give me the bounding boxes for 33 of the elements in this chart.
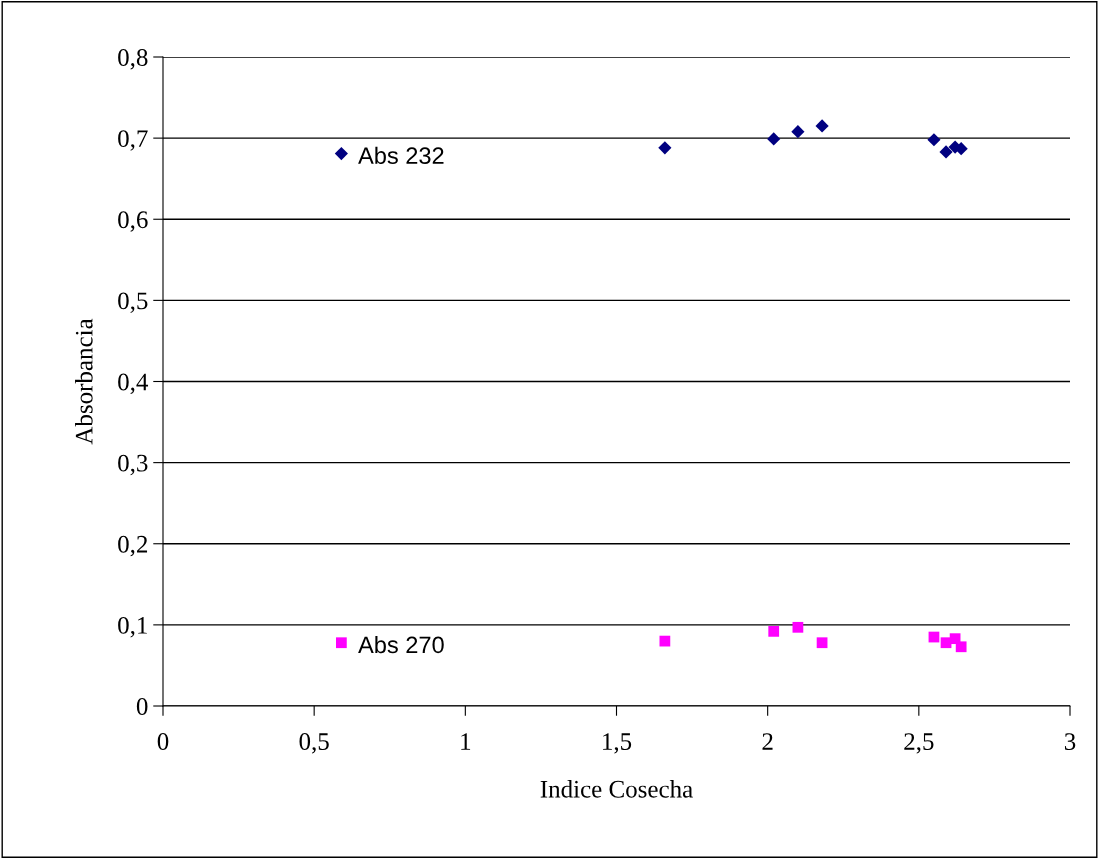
series-label: Abs 232 — [358, 146, 444, 165]
point — [658, 141, 672, 155]
y-tick-label: 0,6 — [118, 211, 148, 232]
y-tick-label: 0,2 — [118, 535, 148, 557]
point — [767, 132, 781, 146]
y-tick-label: 0,7 — [118, 130, 148, 151]
point — [334, 146, 348, 161]
point — [939, 145, 953, 159]
x-axis-title: Indice Cosecha — [540, 780, 693, 798]
point — [659, 635, 671, 647]
y-axis-title: Absorbancia — [75, 318, 93, 445]
y-tick-label: 0 — [136, 698, 148, 715]
point — [927, 133, 941, 147]
y-tick-label: 0,1 — [118, 616, 147, 638]
x-tick-label: 0,5 — [299, 733, 329, 754]
x-tick-label: 3 — [1064, 733, 1076, 750]
point — [768, 625, 780, 637]
point — [791, 125, 805, 139]
point — [955, 641, 967, 653]
x-tick-label: 1,5 — [603, 733, 632, 754]
y-tick-label: 0,8 — [118, 49, 148, 70]
x-tick-label: 2 — [762, 733, 773, 750]
y-tick-label: 0,3 — [118, 454, 148, 476]
y-tick-label: 0,4 — [118, 373, 149, 395]
x-tick-label: 0 — [157, 733, 169, 750]
x-tick-label: 2,5 — [904, 733, 934, 754]
point — [792, 621, 804, 633]
point — [815, 119, 829, 133]
point — [336, 637, 347, 649]
series-label: Abs 270 — [358, 635, 444, 654]
y-tick-label: 0,5 — [118, 292, 148, 313]
point — [816, 637, 828, 649]
x-tick-label: 1 — [461, 733, 471, 750]
